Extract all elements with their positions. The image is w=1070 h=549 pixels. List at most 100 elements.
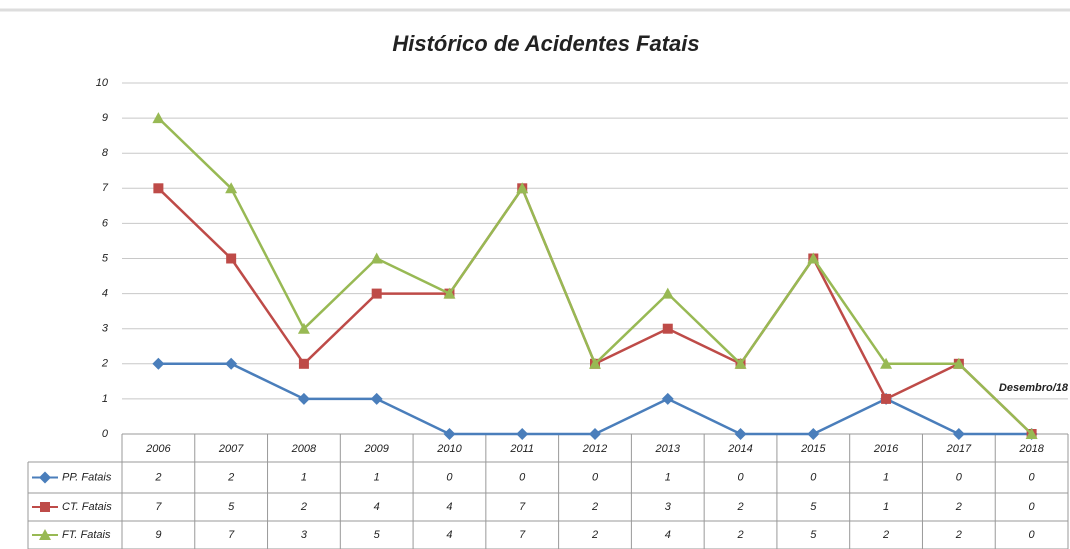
y-tick-label: 8 — [102, 147, 109, 159]
x-tick-label: 2009 — [363, 443, 388, 455]
table-value: 1 — [883, 501, 889, 513]
data-point — [807, 252, 820, 264]
table-value: 1 — [883, 471, 889, 483]
table-value: 0 — [956, 471, 963, 483]
data-point — [589, 357, 601, 369]
table-value: 4 — [665, 529, 671, 541]
data-point — [297, 392, 310, 405]
legend-marker — [39, 471, 51, 484]
table-value: 2 — [736, 529, 743, 541]
table-value: 3 — [665, 501, 672, 513]
table-value: 2 — [955, 501, 962, 513]
table-value: 2 — [300, 501, 307, 513]
table-value: 2 — [955, 529, 962, 541]
x-tick-label: 2011 — [509, 443, 534, 455]
y-tick-label: 7 — [102, 182, 109, 194]
table-value: 7 — [155, 501, 162, 513]
table-value: 0 — [1029, 471, 1036, 483]
data-point — [370, 252, 383, 264]
annotation: Desembro/18 — [999, 382, 1069, 394]
x-tick-label: 2018 — [1018, 443, 1044, 455]
legend-label: CT. Fatais — [62, 501, 112, 513]
data-point — [443, 428, 456, 440]
table-value: 5 — [374, 529, 381, 541]
table-value: 5 — [810, 529, 817, 541]
data-point — [371, 288, 382, 299]
data-point — [226, 253, 237, 264]
data-point — [662, 323, 673, 334]
data-point — [952, 428, 965, 440]
legend-marker — [40, 502, 50, 512]
y-tick-label: 6 — [102, 217, 109, 229]
table-value: 3 — [301, 529, 308, 541]
data-point — [298, 358, 309, 369]
data-point — [734, 428, 747, 440]
data-point — [225, 182, 238, 194]
y-tick-label: 2 — [101, 358, 108, 370]
table-value: 4 — [446, 529, 452, 541]
y-tick-label: 9 — [102, 112, 108, 124]
table-value: 2 — [591, 501, 598, 513]
data-point — [1025, 428, 1038, 439]
y-tick-label: 3 — [102, 323, 109, 335]
data-point — [807, 428, 820, 440]
y-tick-label: 4 — [102, 288, 108, 300]
data-point — [297, 322, 310, 334]
data-point — [952, 357, 965, 369]
data-point — [370, 392, 383, 405]
table-value: 2 — [154, 471, 161, 483]
table-value: 0 — [737, 471, 744, 483]
table-value: 0 — [1029, 501, 1036, 513]
table-value: 9 — [155, 529, 161, 541]
table-value: 1 — [374, 471, 380, 483]
legend-marker — [39, 529, 51, 540]
y-tick-label: 1 — [102, 393, 108, 405]
x-tick-label: 2008 — [291, 443, 317, 455]
table-value: 2 — [591, 529, 598, 541]
x-tick-label: 2015 — [800, 443, 826, 455]
x-tick-label: 2016 — [873, 443, 899, 455]
table-value: 7 — [519, 501, 526, 513]
table-value: 4 — [446, 501, 452, 513]
legend-label: FT. Fatais — [62, 529, 111, 541]
table-value: 5 — [228, 501, 235, 513]
table-value: 0 — [810, 471, 817, 483]
x-tick-label: 2017 — [946, 443, 972, 455]
table-value: 2 — [882, 529, 889, 541]
data-point — [152, 357, 165, 370]
table-value: 0 — [592, 471, 599, 483]
table-value: 2 — [736, 501, 743, 513]
x-tick-label: 2013 — [655, 443, 681, 455]
x-tick-label: 2014 — [727, 443, 752, 455]
table-value: 2 — [227, 471, 234, 483]
data-point — [516, 182, 529, 194]
data-point — [225, 357, 238, 370]
x-tick-label: 2007 — [218, 443, 244, 455]
table-value: 1 — [301, 471, 307, 483]
table-value: 1 — [665, 471, 671, 483]
y-tick-label: 0 — [102, 428, 109, 440]
data-point — [516, 428, 529, 440]
legend-label: PP. Fatais — [62, 471, 112, 483]
table-value: 5 — [810, 501, 817, 513]
data-point — [880, 357, 893, 369]
data-point — [443, 287, 456, 299]
data-point — [881, 393, 892, 404]
data-point — [153, 183, 164, 194]
chart-title: Histórico de Acidentes Fatais — [392, 31, 699, 56]
data-point — [734, 357, 747, 369]
table-value: 0 — [519, 471, 526, 483]
y-tick-label: 5 — [102, 252, 109, 264]
data-point — [661, 287, 674, 299]
table-value: 7 — [228, 529, 235, 541]
table-value: 4 — [374, 501, 380, 513]
x-tick-label: 2010 — [436, 443, 462, 455]
x-tick-label: 2012 — [582, 443, 607, 455]
data-point — [589, 428, 601, 440]
x-tick-label: 2006 — [145, 443, 171, 455]
table-value: 0 — [446, 471, 453, 483]
data-point — [661, 392, 674, 405]
y-tick-label: 10 — [96, 77, 109, 89]
